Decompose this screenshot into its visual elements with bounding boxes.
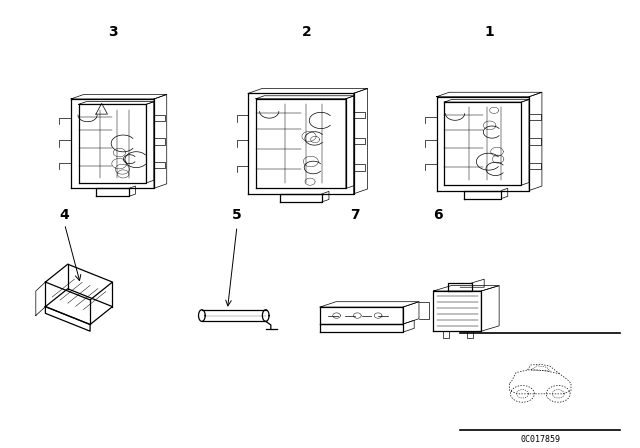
Text: 6: 6 [433,208,443,222]
Text: 7: 7 [350,208,360,222]
Text: 3: 3 [108,25,117,39]
Text: 5: 5 [232,208,242,222]
Text: 4: 4 [60,208,69,222]
Text: 1: 1 [484,25,494,39]
Text: 0C017859: 0C017859 [520,435,561,444]
Text: 2: 2 [302,25,312,39]
